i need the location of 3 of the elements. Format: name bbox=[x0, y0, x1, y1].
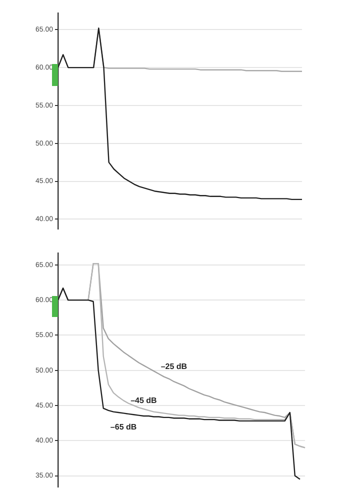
series-label: –45 dB bbox=[130, 396, 158, 406]
series-label: –65 dB bbox=[110, 422, 137, 432]
series-label: –25 dB bbox=[160, 362, 188, 371]
